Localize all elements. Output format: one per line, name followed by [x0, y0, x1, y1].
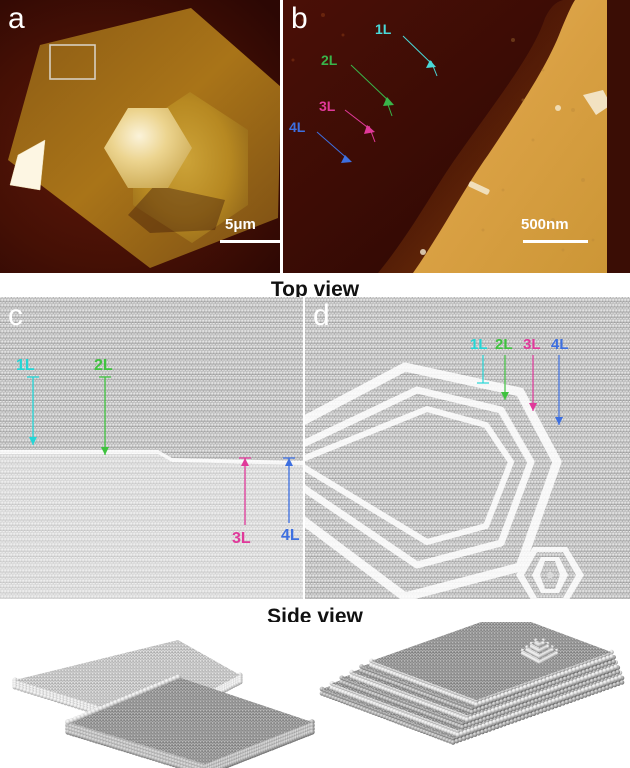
- svg-text:1L: 1L: [470, 336, 488, 353]
- svg-text:1L: 1L: [375, 21, 392, 37]
- svg-text:1L: 1L: [16, 357, 35, 374]
- svg-text:2L: 2L: [495, 336, 513, 353]
- svg-text:4L: 4L: [289, 119, 306, 135]
- svg-text:2L: 2L: [321, 52, 338, 68]
- svg-text:3L: 3L: [523, 336, 541, 353]
- svg-text:3L: 3L: [319, 98, 336, 114]
- svg-text:4L: 4L: [551, 336, 569, 353]
- svg-text:3L: 3L: [232, 530, 251, 547]
- svg-text:4L: 4L: [281, 527, 300, 544]
- svg-text:2L: 2L: [94, 357, 113, 374]
